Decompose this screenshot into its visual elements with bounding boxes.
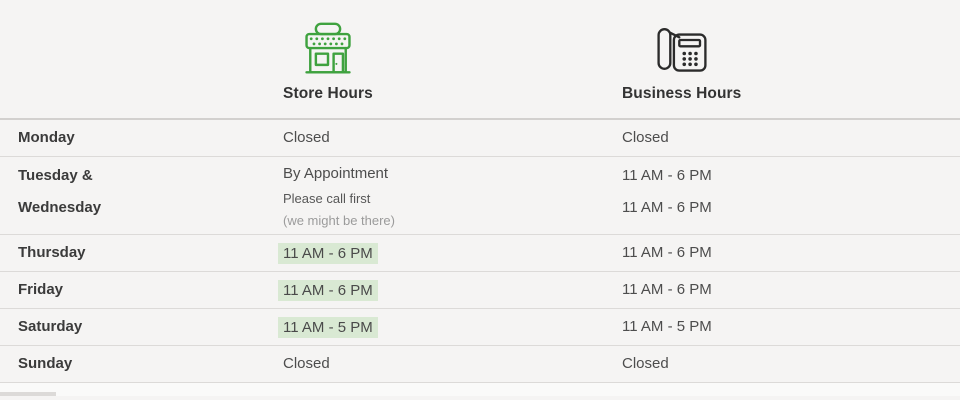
- store-hours-header: Store Hours: [283, 18, 373, 118]
- store-hours-value: 11 AM - 5 PM: [278, 316, 617, 338]
- day-cell: Sunday: [0, 355, 278, 373]
- store-hours-cell: Closed: [278, 129, 617, 147]
- day-cell: Thursday: [0, 244, 278, 262]
- store-hours-cell: 11 AM - 5 PM: [278, 316, 617, 338]
- business-hours-value: Closed: [622, 129, 669, 146]
- day-label: Friday: [18, 281, 64, 298]
- business-hours-value: 11 AM - 6 PM: [622, 199, 712, 216]
- table-row: Thursday 11 AM - 6 PM 11 AM - 6 PM: [0, 235, 960, 272]
- store-hours-value: 11 AM - 6 PM: [278, 242, 617, 264]
- hours-table-body: Monday Closed Closed Tuesday & Wednesday …: [0, 120, 960, 383]
- table-row: Tuesday & Wednesday By Appointment Please …: [0, 157, 960, 235]
- day-cell: Saturday: [0, 318, 278, 336]
- day-cell: Tuesday & Wednesday: [0, 157, 278, 224]
- business-hours-value: 11 AM - 6 PM: [622, 244, 712, 261]
- store-hours-cell: 11 AM - 6 PM: [278, 279, 617, 301]
- day-label: Thursday: [18, 244, 86, 261]
- business-hours-value: 11 AM - 6 PM: [622, 281, 712, 298]
- business-hours-cell: Closed: [617, 129, 960, 147]
- table-row: Saturday 11 AM - 5 PM 11 AM - 5 PM: [0, 309, 960, 346]
- store-hours-value: By Appointment: [283, 165, 389, 182]
- phone-icon: [655, 18, 709, 78]
- store-hours-value: Closed: [283, 129, 330, 146]
- day-label: Sunday: [18, 355, 73, 372]
- business-hours-value: 11 AM - 5 PM: [622, 318, 712, 335]
- business-hours-value: Closed: [622, 355, 669, 372]
- business-hours-cell: 11 AM - 6 PM 11 AM - 6 PM: [617, 157, 960, 224]
- day-cell: Monday: [0, 129, 278, 147]
- store-hours-value: (we might be there): [283, 213, 395, 228]
- business-hours-cell: 11 AM - 6 PM: [617, 244, 960, 262]
- business-hours-title: Business Hours: [622, 85, 742, 102]
- store-hours-value: Please call first: [283, 191, 371, 206]
- store-hours-cell: By Appointment Please call first (we might…: [278, 157, 617, 232]
- day-cell: Friday: [0, 281, 278, 299]
- store-hours-cell: 11 AM - 6 PM: [278, 242, 617, 264]
- business-hours-cell: 11 AM - 6 PM: [617, 281, 960, 299]
- header-day-spacer: [0, 18, 278, 118]
- day-label: Monday: [18, 129, 75, 146]
- highlighted-hours: 11 AM - 6 PM: [278, 242, 378, 264]
- page-bottom-area: [0, 383, 960, 396]
- business-hours-value: 11 AM - 6 PM: [622, 167, 712, 184]
- highlighted-hours: 11 AM - 5 PM: [278, 316, 378, 338]
- partial-element-below-fold: [0, 392, 56, 396]
- table-row: Sunday Closed Closed: [0, 346, 960, 383]
- store-hours-value: Closed: [283, 355, 330, 372]
- store-hours-cell: Closed: [278, 355, 617, 373]
- store-hours-value: 11 AM - 6 PM: [278, 279, 617, 301]
- business-hours-header: Business Hours: [622, 18, 741, 118]
- storefront-icon: [300, 18, 356, 78]
- highlighted-hours: 11 AM - 6 PM: [278, 279, 378, 301]
- day-label: Wednesday: [18, 199, 102, 216]
- hours-table-header: Store Hours Business Hours: [0, 0, 960, 120]
- table-row: Friday 11 AM - 6 PM 11 AM - 6 PM: [0, 272, 960, 309]
- business-hours-cell: Closed: [617, 355, 960, 373]
- business-hours-cell: 11 AM - 5 PM: [617, 318, 960, 336]
- day-label: Tuesday &: [18, 167, 93, 184]
- store-hours-title: Store Hours: [283, 85, 373, 102]
- table-row: Monday Closed Closed: [0, 120, 960, 157]
- day-label: Saturday: [18, 318, 83, 335]
